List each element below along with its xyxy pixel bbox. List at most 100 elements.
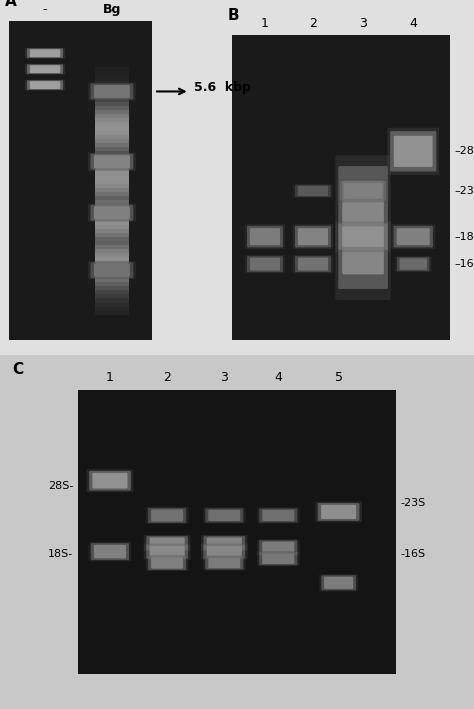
FancyBboxPatch shape (257, 508, 300, 523)
Bar (95, 198, 129, 204)
Bar (95, 140, 129, 147)
Text: –28S: –28S (454, 146, 474, 156)
FancyBboxPatch shape (250, 228, 280, 245)
Bar (95, 116, 129, 123)
Bar (95, 67, 129, 73)
Bar (95, 153, 129, 160)
Text: –18S: –18S (454, 232, 474, 242)
FancyBboxPatch shape (397, 228, 430, 245)
FancyBboxPatch shape (250, 257, 280, 270)
Bar (95, 96, 129, 102)
Bar (95, 157, 129, 163)
FancyBboxPatch shape (207, 546, 242, 557)
FancyBboxPatch shape (92, 473, 128, 489)
Bar (95, 247, 129, 253)
Bar (95, 108, 129, 114)
Bar (95, 202, 129, 208)
FancyBboxPatch shape (259, 540, 297, 554)
Bar (95, 128, 129, 135)
FancyBboxPatch shape (321, 575, 356, 591)
FancyBboxPatch shape (201, 535, 247, 551)
Text: 1: 1 (106, 372, 114, 384)
Bar (232, 35, 450, 340)
FancyBboxPatch shape (340, 181, 386, 201)
Bar (95, 104, 129, 110)
FancyBboxPatch shape (27, 65, 63, 74)
FancyBboxPatch shape (337, 179, 389, 202)
FancyBboxPatch shape (91, 205, 133, 220)
Bar (95, 121, 129, 126)
FancyBboxPatch shape (150, 537, 185, 549)
Bar (95, 308, 129, 315)
Text: -23S: -23S (401, 498, 426, 508)
FancyBboxPatch shape (203, 508, 246, 523)
Bar (95, 190, 129, 196)
Bar (95, 259, 129, 266)
Text: -: - (43, 3, 47, 16)
Bar (95, 145, 129, 151)
Bar (95, 137, 129, 143)
Text: 3: 3 (359, 17, 367, 30)
Bar (95, 91, 129, 98)
FancyBboxPatch shape (390, 131, 436, 172)
Bar (95, 284, 129, 290)
Text: Bg: Bg (103, 3, 121, 16)
FancyBboxPatch shape (293, 224, 333, 249)
FancyBboxPatch shape (335, 155, 391, 300)
FancyBboxPatch shape (91, 543, 129, 560)
FancyBboxPatch shape (94, 155, 130, 168)
Bar (95, 251, 129, 257)
Text: 4: 4 (274, 372, 282, 384)
Bar (95, 149, 129, 155)
FancyBboxPatch shape (146, 555, 189, 571)
Text: 5: 5 (335, 372, 343, 384)
FancyBboxPatch shape (298, 186, 328, 196)
Text: C: C (12, 362, 23, 377)
Text: 18S-: 18S- (48, 549, 73, 559)
FancyBboxPatch shape (144, 544, 191, 559)
Bar (95, 231, 129, 237)
Bar (95, 227, 129, 233)
FancyBboxPatch shape (318, 503, 359, 521)
FancyBboxPatch shape (324, 577, 353, 588)
FancyBboxPatch shape (144, 535, 191, 551)
Text: A: A (5, 0, 17, 9)
FancyBboxPatch shape (203, 555, 246, 571)
FancyBboxPatch shape (342, 226, 384, 247)
FancyBboxPatch shape (27, 80, 63, 90)
Bar (95, 71, 129, 77)
FancyBboxPatch shape (262, 553, 294, 564)
Bar (95, 177, 129, 184)
FancyBboxPatch shape (395, 256, 431, 272)
Bar (95, 79, 129, 86)
Bar (95, 211, 129, 216)
FancyBboxPatch shape (394, 135, 433, 167)
Bar (95, 276, 129, 282)
FancyBboxPatch shape (88, 203, 136, 222)
Bar (95, 239, 129, 245)
FancyBboxPatch shape (393, 226, 433, 247)
FancyBboxPatch shape (245, 255, 285, 273)
Bar (95, 304, 129, 311)
FancyBboxPatch shape (148, 508, 186, 523)
FancyBboxPatch shape (262, 510, 294, 521)
FancyBboxPatch shape (391, 224, 435, 249)
Bar (95, 272, 129, 278)
FancyBboxPatch shape (262, 542, 294, 553)
FancyBboxPatch shape (88, 152, 136, 171)
FancyBboxPatch shape (25, 64, 65, 74)
Bar (95, 288, 129, 294)
FancyBboxPatch shape (94, 85, 130, 98)
Text: 2: 2 (163, 372, 171, 384)
FancyBboxPatch shape (91, 84, 133, 99)
Text: –16S: –16S (454, 259, 474, 269)
Bar (95, 214, 129, 220)
FancyBboxPatch shape (30, 50, 60, 57)
Bar (78, 390, 396, 674)
FancyBboxPatch shape (148, 556, 186, 570)
FancyBboxPatch shape (89, 471, 131, 491)
FancyBboxPatch shape (247, 226, 283, 247)
FancyBboxPatch shape (146, 507, 189, 524)
FancyBboxPatch shape (30, 81, 60, 89)
Text: 5.6  kbp: 5.6 kbp (194, 82, 251, 94)
